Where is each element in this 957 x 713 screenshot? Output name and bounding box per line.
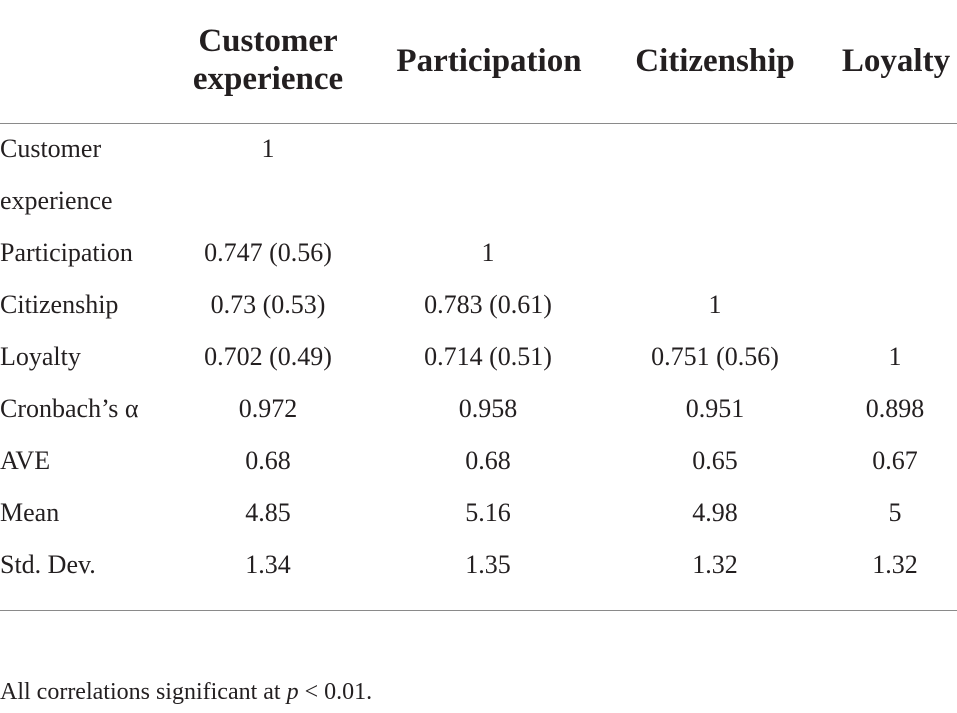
- cell-participation-customer: 0.747 (0.56): [204, 238, 332, 267]
- cell-loyalty-participation: 0.714 (0.51): [424, 342, 552, 371]
- header-citizenship: Citizenship: [635, 43, 795, 79]
- cell-participation-participation: 1: [481, 238, 495, 267]
- row-label-ave: AVE: [0, 446, 51, 475]
- header-customer-line2: experience: [192, 61, 344, 97]
- cell-stddev-participation: 1.35: [465, 550, 511, 579]
- cell-stddev-customer: 1.34: [245, 550, 291, 579]
- header-loyalty: Loyalty: [841, 43, 951, 79]
- cell-mean-participation: 5.16: [465, 498, 511, 527]
- cell-ave-loyalty: 0.67: [872, 446, 918, 475]
- cell-cronbach-customer: 0.972: [238, 394, 298, 423]
- cell-ave-participation: 0.68: [465, 446, 511, 475]
- cell-stddev-citizenship: 1.32: [692, 550, 738, 579]
- row-label-citizenship: Citizenship: [0, 290, 119, 319]
- cell-loyalty-customer: 0.702 (0.49): [204, 342, 332, 371]
- cell-cronbach-participation: 0.958: [458, 394, 518, 423]
- row-label-loyalty: Loyalty: [0, 342, 81, 371]
- cell-mean-customer: 4.85: [245, 498, 291, 527]
- row-label-stddev: Std. Dev.: [0, 550, 96, 579]
- footnote-prefix: All correlations significant at: [0, 679, 287, 705]
- row-label-cronbach: Cronbach’s α: [0, 394, 139, 423]
- cell-mean-loyalty: 5: [888, 498, 902, 527]
- cell-ave-customer: 0.68: [245, 446, 291, 475]
- cell-cronbach-citizenship: 0.951: [685, 394, 745, 423]
- cell-citizenship-customer: 0.73 (0.53): [210, 290, 326, 319]
- cell-cronbach-loyalty: 0.898: [865, 394, 925, 423]
- cell-loyalty-citizenship: 0.751 (0.56): [651, 342, 779, 371]
- header-rule: [0, 123, 957, 124]
- row-label-mean: Mean: [0, 498, 60, 527]
- cell-citizenship-citizenship: 1: [708, 290, 722, 319]
- footnote-variable: p: [286, 679, 299, 705]
- cell-loyalty-loyalty: 1: [888, 342, 902, 371]
- cell-ave-citizenship: 0.65: [692, 446, 738, 475]
- footnote-suffix: < 0.01.: [298, 679, 373, 705]
- cell-mean-citizenship: 4.98: [692, 498, 738, 527]
- header-participation: Participation: [396, 43, 582, 79]
- header-customer-line1: Customer: [198, 23, 338, 59]
- row-label-participation: Participation: [0, 238, 133, 267]
- header-customer-experience: Customer experience: [168, 22, 368, 98]
- bottom-rule: [0, 610, 957, 611]
- cell-customer-customer: 1: [261, 134, 275, 163]
- cell-stddev-loyalty: 1.32: [872, 550, 918, 579]
- cell-citizenship-participation: 0.783 (0.61): [424, 290, 552, 319]
- row-label-customer: Customer: [0, 134, 102, 163]
- table-footnote: All correlations significant at p < 0.01…: [0, 677, 372, 707]
- row-label-customer-cont: experience: [0, 186, 113, 215]
